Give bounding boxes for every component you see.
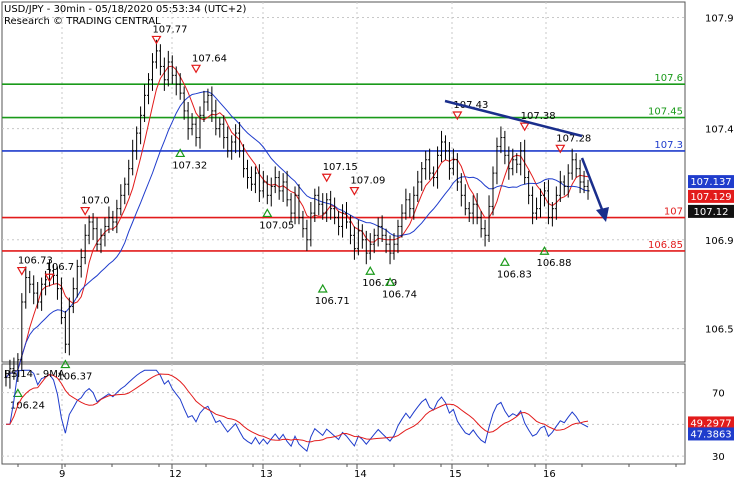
projection-arrow-shaft <box>580 157 605 213</box>
price-badge-text: 107.12 <box>694 207 729 218</box>
chart-credit: Research © TRADING CENTRAL <box>4 16 161 27</box>
low-marker <box>499 257 510 266</box>
price-badge <box>688 204 734 218</box>
fast-moving-average <box>5 65 589 378</box>
annotations: 107.77 107.64 107.32 107.05 107.15 107.09 106.… <box>10 24 591 411</box>
low-label: 106.71 <box>315 296 350 307</box>
high-label: 106.73 <box>18 256 53 267</box>
level-label: 107.3 <box>654 140 683 151</box>
low-marker <box>262 208 273 218</box>
high-marker <box>321 173 332 183</box>
level-label: 107.6 <box>654 73 683 84</box>
high-label: 107.28 <box>556 133 591 144</box>
high-marker <box>16 266 27 276</box>
level-label: 107 <box>664 207 683 218</box>
y-tick-label: 107.4 <box>705 125 734 136</box>
high-marker <box>190 64 202 74</box>
high-marker <box>151 35 162 45</box>
high-label: 106.7 <box>46 262 75 273</box>
x-tick-label: 16 <box>543 469 556 480</box>
level-label: 107.45 <box>648 107 683 118</box>
low-marker <box>539 246 550 255</box>
chart-header: USD/JPY - 30min - 05/18/2020 05:53:34 (U… <box>4 4 246 15</box>
low-label: 106.37 <box>57 372 92 383</box>
resistance-trendline <box>444 99 583 138</box>
x-tick-label: 14 <box>354 469 367 480</box>
rsi-tick-label: 70 <box>712 389 725 400</box>
high-marker <box>452 111 463 121</box>
support-resistance-levels: 107.6 107.45 107.3 107 106.85 <box>2 73 685 252</box>
rsi-panel-frame <box>1 363 686 465</box>
slow-moving-average <box>5 91 589 378</box>
high-label: 107.38 <box>521 111 556 122</box>
high-marker <box>80 206 91 216</box>
level-label: 106.85 <box>648 240 683 251</box>
high-marker <box>555 144 566 154</box>
rsi-badge-text: 49.2977 <box>690 418 731 429</box>
price-panel-frame <box>1 1 686 363</box>
projection-arrow-head <box>596 207 609 222</box>
x-tick-label: 13 <box>260 469 273 480</box>
y-tick-label: 106.5 <box>705 325 734 336</box>
rsi-tick-label: 30 <box>712 452 725 463</box>
rsi-badge-text: 47.3863 <box>690 429 731 440</box>
x-tick-label: 15 <box>449 469 462 480</box>
price-badge <box>688 175 734 189</box>
price-badge-text: 107.129 <box>690 192 731 203</box>
high-marker <box>519 122 530 132</box>
low-marker <box>12 388 23 398</box>
high-label: 107.64 <box>192 53 227 64</box>
low-label: 107.05 <box>259 220 294 231</box>
moving-averages <box>5 65 589 378</box>
low-marker <box>385 277 396 286</box>
x-tick-label: 9 <box>59 469 65 480</box>
low-label: 106.24 <box>10 400 45 411</box>
high-marker <box>349 186 360 196</box>
rsi-line <box>6 369 589 452</box>
rsi-ma-line <box>6 373 589 443</box>
high-label: 107.0 <box>81 196 110 207</box>
low-marker <box>175 148 186 158</box>
rsi-badge <box>688 427 734 441</box>
high-label: 107.77 <box>152 24 187 35</box>
x-tick-label: 12 <box>169 469 182 480</box>
y-tick-label: 106.9 <box>705 236 734 247</box>
low-label: 106.79 <box>362 278 397 289</box>
rsi-badge <box>688 416 734 430</box>
low-label: 106.74 <box>382 289 417 300</box>
price-badge-text: 107.137 <box>690 177 731 188</box>
grid <box>2 2 685 464</box>
low-label: 107.32 <box>172 160 207 171</box>
rsi-label: RSI14 - 9MA <box>4 369 65 380</box>
high-label: 107.09 <box>350 176 385 187</box>
price-badge <box>688 189 734 203</box>
high-label: 107.15 <box>323 162 358 173</box>
low-label: 106.88 <box>536 258 571 269</box>
price-bars <box>4 39 590 389</box>
rsi-lines <box>6 369 589 452</box>
low-marker <box>365 266 376 275</box>
low-marker <box>317 283 328 293</box>
y-tick-label: 107.9 <box>705 14 734 25</box>
low-marker <box>60 359 71 369</box>
high-label: 107.43 <box>453 100 488 111</box>
high-marker <box>44 273 55 283</box>
low-label: 106.83 <box>497 269 532 280</box>
